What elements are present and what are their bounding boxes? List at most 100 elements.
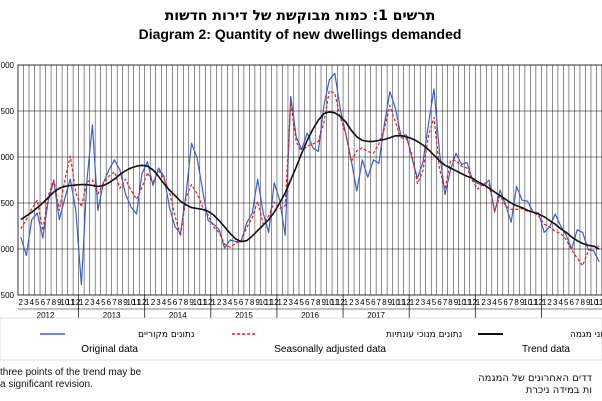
x-tick-month: 11 [529, 298, 538, 307]
x-tick-month: 10 [325, 298, 334, 307]
x-tick-month: 9 [57, 298, 62, 307]
series-trend-line [20, 111, 600, 250]
x-tick-month: 2 [283, 298, 288, 307]
x-tick-month: 8 [316, 298, 321, 307]
footnote-hebrew: דדים האחרונים של המגמה ות במידה ניכרת [478, 373, 592, 397]
x-tick-month: 1 [145, 298, 150, 307]
x-tick-month: 1 [277, 298, 282, 307]
x-tick-month: 5 [101, 298, 106, 307]
x-tick-month: 9 [388, 298, 393, 307]
x-tick-month: 10 [126, 298, 135, 307]
legend-label-original-he: נתונים מקוריים [138, 330, 194, 340]
y-tick-label: 2,500 [0, 291, 15, 300]
legend-label-original: Original data [81, 344, 138, 355]
x-tick-month: 6 [305, 298, 310, 307]
x-tick-month: 4 [162, 298, 167, 307]
footnote-english-line2: a significant revision. [0, 379, 93, 390]
x-tick-month: 10 [60, 298, 69, 307]
x-tick-month: 6 [437, 298, 442, 307]
y-tick-label: 4,500 [0, 107, 15, 116]
x-tick-month: 2 [19, 298, 24, 307]
x-tick-month: 11 [397, 298, 406, 307]
x-tick-month: 9 [520, 298, 525, 307]
x-tick-year: 2016 [301, 311, 319, 320]
x-tick-month: 2 [217, 298, 222, 307]
x-tick-month: 3 [553, 298, 558, 307]
x-tick-month: 3 [355, 298, 360, 307]
x-tick-month: 5 [300, 298, 305, 307]
legend-box [0, 317, 602, 361]
chart-title-hebrew: תרשים 1: כמות מבוקשת של דירות חדשות [165, 8, 436, 24]
x-tick-month: 5 [35, 298, 40, 307]
x-tick-month: 3 [421, 298, 426, 307]
x-tick-month: 2 [85, 298, 90, 307]
legend: נתונים מקוריים Original data נתונים מנוכ… [0, 317, 602, 361]
legend-label-trend: Trend data [522, 344, 570, 355]
x-tick-month: 4 [294, 298, 299, 307]
x-tick-month: 6 [239, 298, 244, 307]
x-tick-month: 3 [222, 298, 227, 307]
x-tick-month: 6 [569, 298, 574, 307]
x-tick-month: 4 [492, 298, 497, 307]
x-tick-month: 7 [112, 298, 117, 307]
x-tick-month: 10 [259, 298, 268, 307]
footnote-hebrew-line1: דדים האחרונים של המגמה [478, 373, 592, 384]
y-tick-label: 5,000 [0, 61, 15, 70]
x-tick-month: 6 [173, 298, 178, 307]
x-tick-month: 10 [391, 298, 400, 307]
x-tick-month: 11 [265, 298, 274, 307]
x-tick-month: 8 [514, 298, 519, 307]
x-tick-month: 10 [589, 298, 598, 307]
x-tick-month: 8 [580, 298, 585, 307]
x-tick-month: 9 [454, 298, 459, 307]
x-tick-month: 1 [476, 298, 481, 307]
y-tick-label: 4,000 [0, 153, 15, 162]
x-tick-month: 11 [198, 298, 207, 307]
x-tick-year: 2013 [103, 311, 121, 320]
x-tick-month: 2 [547, 298, 552, 307]
x-tick-year: 2017 [367, 311, 385, 320]
x-tick-month: 7 [509, 298, 514, 307]
x-tick-month: 12 [402, 298, 411, 307]
x-tick-month: 4 [558, 298, 563, 307]
x-tick-month: 11 [463, 298, 472, 307]
x-tick-month: 12 [468, 298, 477, 307]
series-lines [20, 72, 600, 286]
x-tick-month: 10 [523, 298, 532, 307]
x-tick-month: 6 [107, 298, 112, 307]
footnote-english-line1: three points of the trend may be [0, 367, 142, 378]
x-tick-month: 11 [66, 298, 75, 307]
x-tick-month: 4 [30, 298, 35, 307]
x-tick-month: 4 [228, 298, 233, 307]
x-tick-month: 3 [288, 298, 293, 307]
x-tick-month: 1 [344, 298, 349, 307]
x-tick-month: 12 [534, 298, 543, 307]
x-tick-month: 9 [586, 298, 591, 307]
x-tick-month: 9 [189, 298, 194, 307]
x-tick-month: 1 [79, 298, 84, 307]
x-tick-month: 10 [457, 298, 466, 307]
x-tick-year: 2014 [169, 311, 187, 320]
x-tick-month: 6 [503, 298, 508, 307]
x-tick-month: 8 [382, 298, 387, 307]
y-axis-labels: 5,000 4,500 4,000 3,500 3,000 2,500 [0, 61, 15, 300]
x-tick-year: 2012 [37, 311, 55, 320]
x-tick-month: 7 [377, 298, 382, 307]
x-tick-month: 12 [204, 298, 213, 307]
x-tick-month: 8 [448, 298, 453, 307]
x-tick-month: 6 [371, 298, 376, 307]
x-tick-month: 1 [542, 298, 547, 307]
y-tick-label: 3,000 [0, 245, 15, 254]
x-tick-month: 1 [211, 298, 216, 307]
x-tick-month: 11 [331, 298, 340, 307]
x-tick-month: 10 [193, 298, 202, 307]
x-tick-month: 6 [41, 298, 46, 307]
x-tick-month: 5 [366, 298, 371, 307]
x-tick-month: 2 [415, 298, 420, 307]
legend-label-trend-he: נתוני מגמה [570, 330, 602, 340]
x-tick-month: 4 [360, 298, 365, 307]
x-tick-month: 9 [322, 298, 327, 307]
x-tick-month: 5 [167, 298, 172, 307]
x-tick-month: 8 [184, 298, 189, 307]
